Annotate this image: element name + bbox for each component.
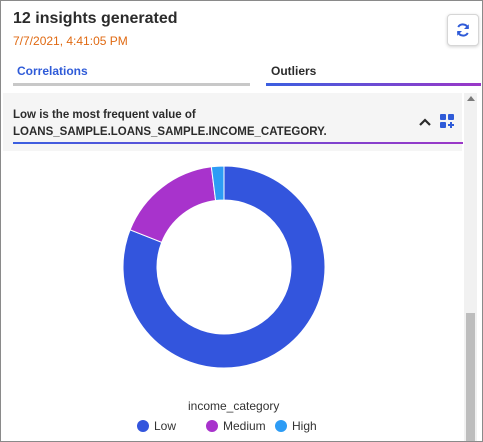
donut-slice-low[interactable] xyxy=(122,165,326,369)
tab-indicator-outliers xyxy=(266,83,481,86)
legend-label-high: High xyxy=(292,419,317,433)
add-to-dashboard-icon[interactable] xyxy=(440,114,455,129)
legend-label-medium: Medium xyxy=(223,419,266,433)
insight-underline xyxy=(13,142,463,144)
donut-slice-high[interactable] xyxy=(210,165,225,202)
donut-slice-medium[interactable] xyxy=(129,166,217,243)
generated-timestamp: 7/7/2021, 4:41:05 PM xyxy=(13,34,128,48)
tab-indicator-correlations xyxy=(13,83,250,86)
legend-label-low: Low xyxy=(154,419,177,433)
legend-title: income_category xyxy=(188,399,280,413)
legend-item-medium[interactable]: Medium xyxy=(206,419,266,433)
chevron-up-icon[interactable] xyxy=(417,115,433,129)
insight-card: Low is the most frequent value of LOANS_… xyxy=(3,93,463,441)
legend-item-low[interactable]: Low xyxy=(137,419,176,433)
insight-description: Low is the most frequent value of LOANS_… xyxy=(13,107,327,141)
insight-line-2: LOANS_SAMPLE.LOANS_SAMPLE.INCOME_CATEGOR… xyxy=(13,126,327,138)
refresh-icon xyxy=(457,23,469,37)
legend-dot-low xyxy=(137,420,149,432)
vertical-scrollbar[interactable] xyxy=(464,93,477,441)
insight-line-1: Low is the most frequent value of xyxy=(13,109,196,121)
refresh-button[interactable] xyxy=(447,14,479,46)
legend-dot-medium xyxy=(206,420,218,432)
insights-title: 12 insights generated xyxy=(13,10,178,27)
insight-header: Low is the most frequent value of LOANS_… xyxy=(3,93,463,151)
legend-dot-high xyxy=(275,420,287,432)
tab-outliers[interactable]: Outliers xyxy=(271,64,317,78)
scroll-up-arrow-icon[interactable] xyxy=(467,96,475,101)
tab-correlations[interactable]: Correlations xyxy=(17,64,88,78)
legend-item-high[interactable]: High xyxy=(275,419,317,433)
income-category-donut-chart xyxy=(122,165,326,369)
scroll-thumb[interactable] xyxy=(466,313,475,441)
